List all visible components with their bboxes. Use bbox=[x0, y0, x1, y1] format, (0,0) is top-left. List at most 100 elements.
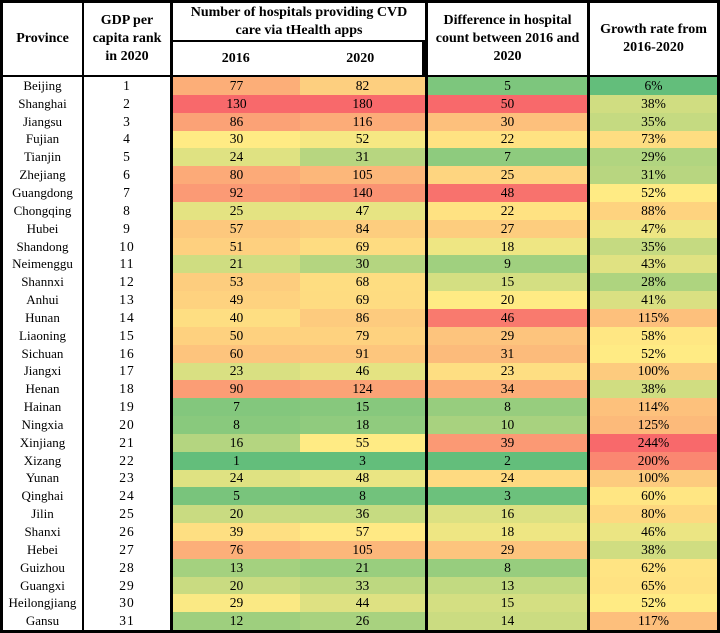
table-row: Jiangsu 3 86 116 30 35% bbox=[3, 112, 717, 131]
y2020-cell: 91 bbox=[300, 344, 428, 363]
diff-cell: 16 bbox=[428, 505, 590, 524]
province-cell: Xizang bbox=[3, 451, 84, 470]
y2016-cell: 51 bbox=[173, 237, 300, 256]
diff-cell: 3 bbox=[428, 487, 590, 506]
growth-cell: 114% bbox=[590, 398, 717, 417]
growth-cell: 28% bbox=[590, 273, 717, 292]
table-row: Neimenggu 11 21 30 9 43% bbox=[3, 255, 717, 274]
y2016-cell: 39 bbox=[173, 523, 300, 541]
province-cell: Chongqing bbox=[3, 201, 84, 220]
province-cell: Shannxi bbox=[3, 273, 84, 292]
y2020-cell: 105 bbox=[300, 166, 428, 185]
growth-cell: 52% bbox=[590, 184, 717, 202]
diff-cell: 15 bbox=[428, 594, 590, 613]
rank-cell: 2 bbox=[84, 94, 173, 113]
rank-cell: 22 bbox=[84, 451, 173, 470]
diff-cell: 46 bbox=[428, 308, 590, 327]
province-cell: Shanghai bbox=[3, 94, 84, 113]
rank-cell: 11 bbox=[84, 255, 173, 274]
y2016-cell: 20 bbox=[173, 505, 300, 524]
diff-cell: 14 bbox=[428, 612, 590, 631]
diff-cell: 8 bbox=[428, 398, 590, 417]
diff-cell: 8 bbox=[428, 558, 590, 577]
rank-cell: 25 bbox=[84, 505, 173, 524]
y2016-cell: 25 bbox=[173, 201, 300, 220]
rank-cell: 17 bbox=[84, 362, 173, 381]
province-cell: Shandong bbox=[3, 237, 84, 256]
growth-cell: 125% bbox=[590, 416, 717, 434]
y2020-cell: 30 bbox=[300, 255, 428, 274]
rank-cell: 9 bbox=[84, 219, 173, 238]
province-cell: Xinjiang bbox=[3, 433, 84, 452]
province-cell: Qinghai bbox=[3, 487, 84, 506]
y2016-cell: 77 bbox=[173, 77, 300, 95]
table-row: Xinjiang 21 16 55 39 244% bbox=[3, 433, 717, 452]
y2020-cell: 57 bbox=[300, 523, 428, 541]
growth-cell: 38% bbox=[590, 380, 717, 399]
table-row: Shannxi 12 53 68 15 28% bbox=[3, 273, 717, 292]
growth-cell: 31% bbox=[590, 166, 717, 185]
table-row: Shandong 10 51 69 18 35% bbox=[3, 237, 717, 256]
y2020-cell: 68 bbox=[300, 273, 428, 292]
rank-cell: 30 bbox=[84, 594, 173, 613]
growth-cell: 58% bbox=[590, 326, 717, 345]
y2020-cell: 3 bbox=[300, 451, 428, 470]
y2016-cell: 12 bbox=[173, 612, 300, 631]
growth-cell: 43% bbox=[590, 255, 717, 274]
y2020-cell: 79 bbox=[300, 326, 428, 345]
y2016-cell: 1 bbox=[173, 451, 300, 470]
growth-cell: 80% bbox=[590, 505, 717, 524]
rank-cell: 31 bbox=[84, 612, 173, 631]
table-row: Chongqing 8 25 47 22 88% bbox=[3, 201, 717, 220]
rank-cell: 14 bbox=[84, 308, 173, 327]
rank-cell: 20 bbox=[84, 416, 173, 434]
growth-cell: 115% bbox=[590, 308, 717, 327]
y2020-cell: 36 bbox=[300, 505, 428, 524]
diff-cell: 27 bbox=[428, 219, 590, 238]
y2020-cell: 18 bbox=[300, 416, 428, 434]
province-cell: Yunan bbox=[3, 469, 84, 488]
diff-cell: 25 bbox=[428, 166, 590, 185]
table-row: Jilin 25 20 36 16 80% bbox=[3, 505, 717, 524]
y2016-cell: 80 bbox=[173, 166, 300, 185]
growth-cell: 88% bbox=[590, 201, 717, 220]
rank-cell: 4 bbox=[84, 130, 173, 149]
diff-cell: 22 bbox=[428, 130, 590, 149]
province-cell: Hainan bbox=[3, 398, 84, 417]
col-header-province: Province bbox=[3, 3, 84, 75]
growth-cell: 6% bbox=[590, 77, 717, 95]
col-header-2020: 2020 bbox=[298, 42, 425, 75]
y2020-cell: 86 bbox=[300, 308, 428, 327]
diff-cell: 20 bbox=[428, 291, 590, 309]
rank-cell: 24 bbox=[84, 487, 173, 506]
table-row: Yunan 23 24 48 24 100% bbox=[3, 469, 717, 488]
diff-cell: 7 bbox=[428, 148, 590, 167]
rank-cell: 3 bbox=[84, 112, 173, 131]
rank-cell: 5 bbox=[84, 148, 173, 167]
y2016-cell: 23 bbox=[173, 362, 300, 381]
growth-cell: 73% bbox=[590, 130, 717, 149]
rank-cell: 29 bbox=[84, 576, 173, 595]
growth-cell: 47% bbox=[590, 219, 717, 238]
table-row: Guangdong 7 92 140 48 52% bbox=[3, 184, 717, 202]
y2020-cell: 105 bbox=[300, 540, 428, 559]
y2016-cell: 16 bbox=[173, 433, 300, 452]
y2016-cell: 20 bbox=[173, 576, 300, 595]
y2016-cell: 24 bbox=[173, 148, 300, 167]
y2020-cell: 8 bbox=[300, 487, 428, 506]
y2020-cell: 82 bbox=[300, 77, 428, 95]
diff-cell: 48 bbox=[428, 184, 590, 202]
y2020-cell: 21 bbox=[300, 558, 428, 577]
table-row: Henan 18 90 124 34 38% bbox=[3, 380, 717, 399]
diff-cell: 15 bbox=[428, 273, 590, 292]
col-group-hospitals-subheader: 2016 2020 bbox=[173, 42, 425, 75]
diff-cell: 18 bbox=[428, 523, 590, 541]
diff-cell: 10 bbox=[428, 416, 590, 434]
diff-cell: 13 bbox=[428, 576, 590, 595]
y2016-cell: 5 bbox=[173, 487, 300, 506]
table-row: Liaoning 15 50 79 29 58% bbox=[3, 326, 717, 345]
growth-cell: 60% bbox=[590, 487, 717, 506]
province-cell: Henan bbox=[3, 380, 84, 399]
growth-cell: 62% bbox=[590, 558, 717, 577]
rank-cell: 19 bbox=[84, 398, 173, 417]
